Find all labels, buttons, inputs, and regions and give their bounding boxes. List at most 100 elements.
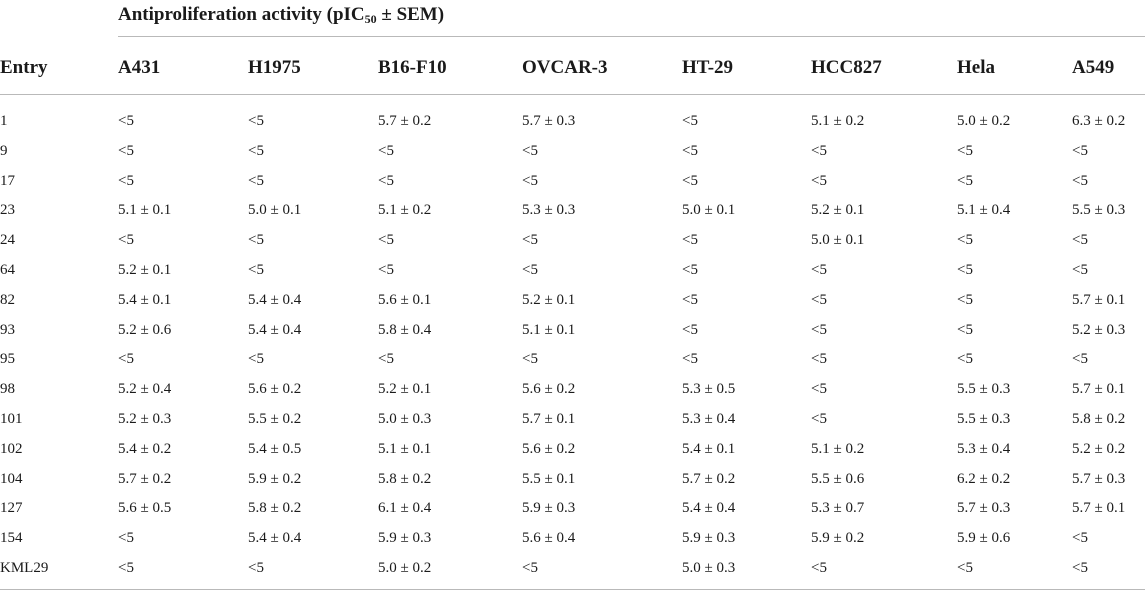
- cell-hela: <5: [957, 321, 973, 338]
- cell-hcc827: 5.2 ± 0.1: [811, 202, 865, 219]
- cell-a431: <5: [118, 113, 134, 129]
- cell-hela: 5.3 ± 0.4: [957, 440, 1011, 457]
- cell-hela: <5: [957, 559, 973, 576]
- header-rule: [0, 94, 1145, 95]
- cell-a549: 5.7 ± 0.1: [1072, 381, 1126, 398]
- cell-ovcar-3: 5.3 ± 0.3: [522, 202, 576, 219]
- header-a549: A549: [1072, 57, 1115, 78]
- header-ovcar-3: OVCAR-3: [522, 57, 608, 78]
- table-row: 82 5.4 ± 0.1 5.4 ± 0.4 5.6 ± 0.1 5.2 ± 0.1 <5…: [0, 286, 1145, 316]
- cell-entry: 154: [0, 530, 23, 547]
- cell-h1975: 5.9 ± 0.2: [248, 470, 302, 487]
- table-row: 154 <5 5.4 ± 0.4 5.9 ± 0.3 5.6 ± 0.4 5.9 ± 0.…: [0, 524, 1145, 554]
- cell-b16-f10: 5.6 ± 0.1: [378, 291, 432, 308]
- cell-ht-29: 5.9 ± 0.3: [682, 530, 736, 547]
- table-row: 101 5.2 ± 0.3 5.5 ± 0.2 5.0 ± 0.3 5.7 ± 0.1 5…: [0, 405, 1145, 435]
- cell-entry: 127: [0, 500, 23, 517]
- cell-h1975: <5: [248, 113, 264, 129]
- table-row: 24 <5 <5 <5 <5 <5 5.0 ± 0.1 <5 <5: [0, 226, 1145, 256]
- header-b16-f10: B16-F10: [378, 57, 447, 78]
- cell-a549: 5.2 ± 0.2: [1072, 440, 1126, 457]
- cell-ovcar-3: 5.6 ± 0.4: [522, 530, 576, 547]
- cell-ovcar-3: <5: [522, 142, 538, 159]
- cell-entry: 95: [0, 351, 15, 368]
- cell-hcc827: 5.1 ± 0.2: [811, 440, 865, 457]
- cell-h1975: <5: [248, 232, 264, 249]
- cell-b16-f10: 5.1 ± 0.2: [378, 202, 432, 219]
- cell-b16-f10: 5.0 ± 0.3: [378, 410, 432, 427]
- cell-entry: 9: [0, 142, 8, 159]
- table-title: Antiproliferation activity (pIC50 ± SEM): [118, 0, 444, 34]
- table-row: 17 <5 <5 <5 <5 <5 <5 <5 <5: [0, 167, 1145, 197]
- cell-entry: 102: [0, 440, 23, 457]
- cell-hela: 5.5 ± 0.3: [957, 381, 1011, 398]
- cell-ht-29: 5.4 ± 0.4: [682, 500, 736, 517]
- cell-a431: <5: [118, 530, 134, 547]
- cell-ht-29: <5: [682, 113, 698, 129]
- bottom-rule: [0, 589, 1145, 590]
- title-text: Antiproliferation activity (pIC: [118, 4, 365, 25]
- cell-b16-f10: 6.1 ± 0.4: [378, 500, 432, 517]
- cell-hcc827: 5.0 ± 0.1: [811, 232, 865, 249]
- cell-a549: 5.7 ± 0.1: [1072, 500, 1126, 517]
- cell-a549: <5: [1072, 351, 1088, 368]
- cell-hcc827: <5: [811, 321, 827, 338]
- cell-hela: <5: [957, 142, 973, 159]
- cell-hcc827: <5: [811, 559, 827, 576]
- cell-a431: 5.4 ± 0.2: [118, 440, 172, 457]
- cell-a431: 5.7 ± 0.2: [118, 470, 172, 487]
- cell-ovcar-3: <5: [522, 172, 538, 189]
- cell-a549: <5: [1072, 172, 1088, 189]
- cell-a549: <5: [1072, 559, 1088, 576]
- cell-ht-29: <5: [682, 172, 698, 189]
- cell-ht-29: 5.0 ± 0.1: [682, 202, 736, 219]
- header-h1975: H1975: [248, 57, 301, 78]
- cell-a549: 5.8 ± 0.2: [1072, 410, 1126, 427]
- cell-a431: 5.2 ± 0.4: [118, 381, 172, 398]
- cell-a549: 6.3 ± 0.2: [1072, 113, 1126, 129]
- cell-hela: <5: [957, 291, 973, 308]
- cell-ovcar-3: 5.9 ± 0.3: [522, 500, 576, 517]
- cell-ht-29: <5: [682, 321, 698, 338]
- cell-b16-f10: 5.0 ± 0.2: [378, 559, 432, 576]
- cell-a431: 5.2 ± 0.1: [118, 261, 172, 278]
- cell-hcc827: <5: [811, 410, 827, 427]
- cell-ht-29: <5: [682, 261, 698, 278]
- cell-ht-29: 5.0 ± 0.3: [682, 559, 736, 576]
- cell-a431: <5: [118, 142, 134, 159]
- cell-a431: 5.2 ± 0.3: [118, 410, 172, 427]
- cell-ht-29: 5.3 ± 0.4: [682, 410, 736, 427]
- cell-ovcar-3: 5.5 ± 0.1: [522, 470, 576, 487]
- cell-hcc827: <5: [811, 381, 827, 398]
- cell-h1975: <5: [248, 142, 264, 159]
- cell-hcc827: 5.3 ± 0.7: [811, 500, 865, 517]
- cell-entry: 64: [0, 261, 15, 278]
- cell-b16-f10: 5.7 ± 0.2: [378, 113, 432, 129]
- header-entry: Entry: [0, 57, 48, 78]
- cell-a549: <5: [1072, 261, 1088, 278]
- cell-a549: 5.7 ± 0.3: [1072, 470, 1126, 487]
- cell-ht-29: 5.7 ± 0.2: [682, 470, 736, 487]
- table-row: KML29 <5 <5 5.0 ± 0.2 <5 5.0 ± 0.3 <5 <5 <5: [0, 554, 1145, 584]
- cell-b16-f10: 5.2 ± 0.1: [378, 381, 432, 398]
- cell-hcc827: 5.5 ± 0.6: [811, 470, 865, 487]
- cell-a431: <5: [118, 232, 134, 249]
- cell-entry: 23: [0, 202, 15, 219]
- cell-ht-29: <5: [682, 232, 698, 249]
- table-row: 104 5.7 ± 0.2 5.9 ± 0.2 5.8 ± 0.2 5.5 ± 0.1 5…: [0, 465, 1145, 495]
- table-row: 95 <5 <5 <5 <5 <5 <5 <5 <5: [0, 345, 1145, 375]
- cell-ht-29: 5.3 ± 0.5: [682, 381, 736, 398]
- cell-a549: 5.5 ± 0.3: [1072, 202, 1126, 219]
- title-underline-rule: [118, 36, 1145, 37]
- cell-h1975: <5: [248, 351, 264, 368]
- cell-a549: <5: [1072, 530, 1088, 547]
- cell-b16-f10: 5.8 ± 0.2: [378, 470, 432, 487]
- cell-b16-f10: <5: [378, 351, 394, 368]
- cell-hcc827: 5.1 ± 0.2: [811, 113, 865, 129]
- cell-ht-29: 5.4 ± 0.1: [682, 440, 736, 457]
- title-subscript: 50: [364, 12, 377, 26]
- table-row: 98 5.2 ± 0.4 5.6 ± 0.2 5.2 ± 0.1 5.6 ± 0.2 5.…: [0, 375, 1145, 405]
- cell-a431: <5: [118, 172, 134, 189]
- cell-hela: 5.5 ± 0.3: [957, 410, 1011, 427]
- cell-hcc827: <5: [811, 172, 827, 189]
